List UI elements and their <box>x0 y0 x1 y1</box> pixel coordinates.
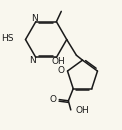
Text: OH: OH <box>51 57 65 66</box>
Text: N: N <box>31 14 38 23</box>
Text: O: O <box>49 95 56 104</box>
Text: HS: HS <box>1 34 13 43</box>
Text: OH: OH <box>76 106 89 115</box>
Text: O: O <box>57 66 64 75</box>
Text: N: N <box>29 56 36 65</box>
